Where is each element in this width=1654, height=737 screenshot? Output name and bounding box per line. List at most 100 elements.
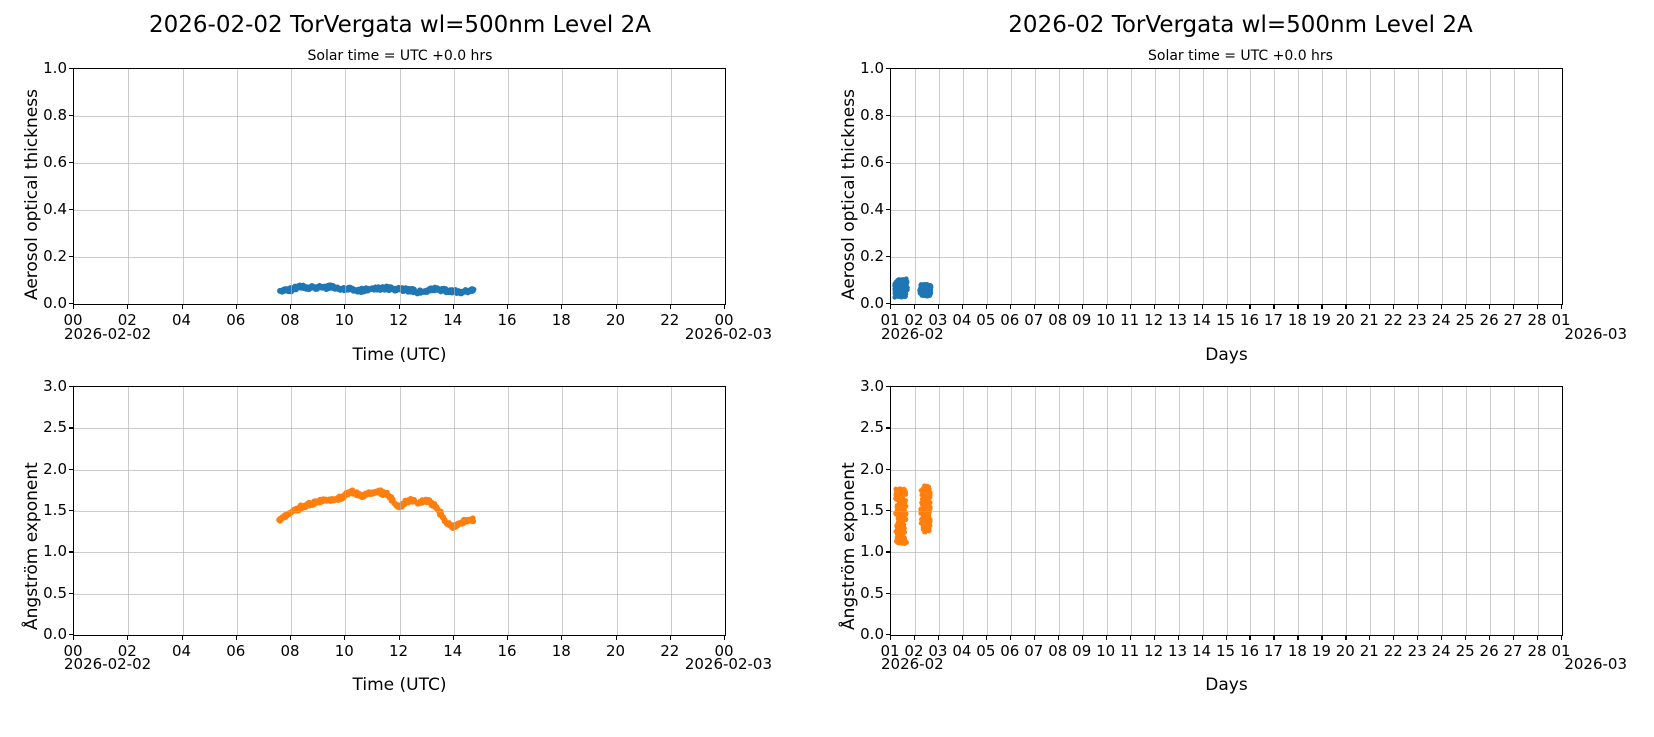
gridline-horizontal	[891, 116, 1562, 117]
x-axis-tick	[1177, 305, 1179, 309]
x-axis-tick	[724, 305, 726, 309]
x-axis-tick-label: 00	[714, 642, 734, 660]
gridline-vertical	[1154, 69, 1156, 304]
x-axis-tick-label: 00	[714, 311, 734, 329]
y-axis-tick-label: 0.0	[860, 294, 884, 312]
x-axis-tick-label: 02	[117, 642, 137, 660]
x-axis-tick-label: 11	[1120, 311, 1140, 329]
gridline-vertical	[345, 69, 347, 304]
gridline-vertical	[1418, 69, 1420, 304]
y-axis-tick-label: 0.0	[43, 294, 67, 312]
x-axis-tick-label: 09	[1072, 311, 1092, 329]
daily-aot-subtitle: Solar time = UTC +0.0 hrs	[307, 48, 493, 64]
x-axis-tick-label: 04	[171, 642, 192, 660]
x-axis-tick	[452, 636, 454, 640]
x-axis-tick	[890, 305, 892, 309]
panel-monthly-aot: 2026-02 TorVergata wl=500nm Level 2A Sol…	[827, 0, 1654, 370]
daily-angstrom-plot-area[interactable]	[73, 386, 726, 636]
x-axis-tick-label: 26	[1479, 311, 1499, 329]
x-axis-tick-label: 20	[605, 642, 626, 660]
x-axis-tick	[1345, 305, 1347, 309]
y-axis-tick-label: 0.2	[860, 247, 884, 265]
gridline-vertical	[1274, 69, 1276, 304]
y-axis-tick	[69, 68, 73, 70]
x-axis-tick-label: 16	[497, 642, 517, 660]
gridline-vertical	[1370, 69, 1372, 304]
x-axis-tick-label: 00	[63, 311, 83, 329]
gridline-horizontal	[891, 163, 1562, 164]
x-axis-tick	[1081, 305, 1083, 309]
gridline-horizontal	[74, 511, 725, 512]
gridline-vertical	[1082, 69, 1084, 304]
x-axis-tick	[1153, 305, 1155, 309]
x-axis-tick-label: 14	[1191, 311, 1212, 329]
y-axis-tick	[69, 592, 73, 594]
y-axis-tick	[886, 551, 890, 553]
monthly-aot-plot-area[interactable]	[890, 68, 1563, 305]
gridline-vertical	[1298, 69, 1300, 304]
x-axis-tick	[1297, 636, 1299, 640]
y-axis-tick-label: 0.2	[43, 247, 67, 265]
y-axis-tick-label: 0.0	[43, 625, 67, 643]
x-axis-tick-label: 28	[1527, 311, 1547, 329]
gridline-vertical	[670, 69, 672, 304]
y-axis-tick-label: 0.6	[43, 153, 67, 171]
x-axis-tick	[1393, 305, 1395, 309]
x-axis-tick-label: 25	[1455, 311, 1475, 329]
x-axis-tick	[344, 305, 346, 309]
x-axis-tick	[398, 305, 400, 309]
x-axis-tick	[1033, 636, 1035, 640]
gridline-horizontal	[891, 257, 1562, 258]
y-axis-tick	[886, 303, 890, 305]
x-axis-tick	[1273, 636, 1275, 640]
x-axis-tick	[961, 636, 964, 640]
daily-aot-right-date: 2026-02-03	[684, 325, 772, 343]
gridline-vertical	[1130, 69, 1132, 304]
gridline-vertical	[508, 69, 509, 304]
gridline-vertical	[1010, 69, 1012, 304]
x-axis-tick	[985, 636, 988, 640]
x-axis-tick	[73, 636, 75, 640]
x-axis-tick	[73, 305, 75, 309]
gridline-vertical	[1466, 69, 1468, 304]
x-axis-tick	[507, 305, 509, 309]
x-axis-tick	[1105, 636, 1107, 640]
x-axis-tick-label: 17	[1263, 642, 1283, 660]
x-axis-tick-label: 01	[1551, 311, 1571, 329]
daily-angstrom-xlabel: Time (UTC)	[352, 675, 447, 695]
x-axis-tick	[1105, 305, 1107, 309]
x-axis-tick-label: 14	[443, 642, 463, 660]
x-axis-tick-label: 04	[952, 642, 972, 660]
monthly-angstrom-plot-area[interactable]	[890, 386, 1563, 636]
gridline-vertical	[1058, 69, 1060, 304]
daily-aot-plot-area[interactable]	[73, 68, 726, 305]
x-axis-tick	[1369, 636, 1371, 640]
gridline-vertical	[1346, 69, 1348, 304]
gridline-horizontal	[891, 511, 1562, 512]
x-axis-tick	[1417, 636, 1419, 640]
y-axis-tick	[69, 303, 73, 305]
x-axis-tick-label: 05	[976, 642, 996, 660]
x-axis-tick	[290, 305, 292, 309]
y-axis-tick-label: 0.0	[860, 625, 884, 643]
x-axis-tick	[344, 636, 346, 640]
x-axis-tick-label: 08	[280, 311, 300, 329]
gridline-vertical	[1034, 69, 1036, 304]
gridline-horizontal	[891, 210, 1562, 211]
monthly-aot-left-date: 2026-02	[881, 325, 944, 343]
x-axis-tick-label: 24	[1431, 311, 1451, 329]
gridline-horizontal	[891, 469, 1562, 471]
x-axis-tick	[1465, 636, 1467, 640]
y-axis-tick	[69, 634, 73, 636]
y-axis-tick	[886, 468, 890, 470]
x-axis-tick	[1129, 636, 1131, 640]
y-axis-tick-label: 2.0	[43, 459, 67, 478]
x-axis-tick	[615, 305, 617, 309]
gridline-vertical	[962, 69, 964, 304]
x-axis-tick-label: 01	[880, 311, 900, 329]
x-axis-tick	[127, 636, 129, 640]
y-axis-tick-label: 2.5	[860, 418, 884, 437]
x-axis-tick	[724, 636, 726, 640]
x-axis-tick-label: 02	[117, 311, 137, 329]
x-axis-tick	[1297, 305, 1299, 309]
